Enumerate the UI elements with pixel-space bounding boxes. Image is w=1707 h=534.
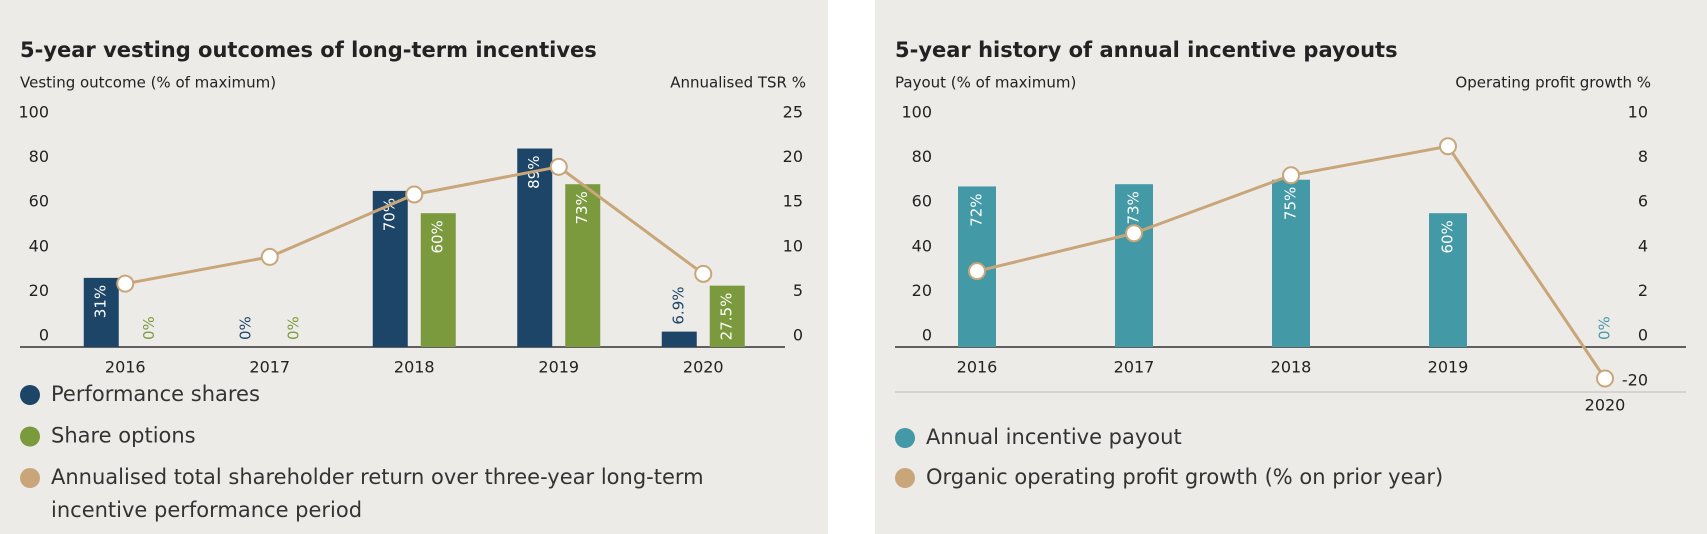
y-tick-label: 100	[18, 103, 49, 122]
bar-value-label: 27.5%	[718, 293, 736, 341]
y2-tick-label: 6	[1638, 192, 1648, 211]
legend-label-line: incentive performance period	[51, 498, 362, 522]
line-marker	[694, 264, 713, 283]
bar-value-label: 73%	[573, 191, 591, 224]
bar	[1272, 179, 1310, 347]
line-marker	[405, 185, 424, 204]
legend-swatch	[895, 468, 915, 488]
y2-tick-label: 2	[1638, 281, 1648, 300]
bar-value-label: 0%	[284, 316, 302, 340]
bar	[83, 277, 119, 347]
line-marker	[1439, 137, 1457, 156]
y2-tick-label: 8	[1638, 147, 1648, 166]
panel	[0, 0, 828, 534]
bar	[517, 148, 553, 347]
line-marker	[549, 157, 568, 176]
line-marker	[1125, 224, 1143, 243]
chart-title: 5-year history of annual incentive payou…	[895, 38, 1398, 62]
y-tick-label: 60	[912, 192, 932, 211]
x-tick-label: 2019	[1428, 358, 1469, 377]
x-tick-label: 2017	[1114, 358, 1155, 377]
legend-label: Annualised total shareholder return over…	[51, 465, 704, 522]
legend-swatch	[20, 468, 40, 488]
legend-label: Performance shares	[51, 382, 260, 406]
bar-value-label: 0%	[1596, 316, 1614, 340]
y-tick-label: 20	[29, 281, 49, 300]
bar-value-label: 72%	[968, 193, 986, 226]
bar	[372, 190, 408, 347]
bar-value-label: 6.9%	[670, 287, 688, 325]
bar	[709, 285, 745, 347]
y-tick-label: 20	[912, 281, 932, 300]
x-tick-label: 2017	[249, 358, 290, 377]
bar-value-label: 60%	[1439, 220, 1457, 253]
bar	[1429, 213, 1467, 347]
legend-swatch	[20, 426, 40, 447]
legend-label: Annual incentive payout	[926, 425, 1182, 449]
line-marker	[116, 274, 135, 293]
y-tick-label: 80	[912, 147, 932, 166]
y-tick-label: 40	[912, 236, 932, 255]
x-tick-label: 2016	[957, 358, 998, 377]
y-tick-label: 0	[39, 326, 49, 345]
y-tick-label: 80	[29, 147, 49, 166]
bar-value-label: 60%	[429, 220, 447, 253]
bar-value-label: 0%	[236, 316, 254, 340]
y2-axis-label: Operating profit growth %	[1455, 74, 1651, 92]
y2-tick-label: 20	[783, 147, 803, 166]
y2-axis-label: Annualised TSR %	[670, 74, 806, 92]
line-marker	[1596, 369, 1614, 388]
y2-tick-label: 0	[793, 326, 803, 345]
bar	[661, 331, 697, 347]
bar-value-label: 0%	[140, 316, 158, 340]
y2-tick-label: 5	[793, 281, 803, 300]
y2-tick-label: 10	[1628, 103, 1648, 122]
x-tick-label: 2019	[538, 358, 579, 377]
y-tick-label: 0	[922, 326, 932, 345]
bar-value-label: 31%	[92, 285, 110, 318]
chart-title: 5-year vesting outcomes of long-term inc…	[20, 38, 597, 62]
bar	[565, 184, 601, 347]
bar-value-label: 75%	[1282, 187, 1300, 220]
legend-swatch	[895, 428, 915, 448]
y-axis-label: Payout (% of maximum)	[895, 74, 1076, 92]
x-tick-label: 2018	[1271, 358, 1312, 377]
bar	[420, 213, 456, 347]
x-tick-label: 2020	[1585, 396, 1626, 415]
y-tick-label: 60	[29, 192, 49, 211]
legend-label-line: Annualised total shareholder return over…	[51, 465, 704, 489]
bar-value-label: 73%	[1125, 191, 1143, 224]
y-tick-label: 100	[901, 103, 932, 122]
x-tick-label: 2018	[394, 358, 435, 377]
x-tick-label: 2016	[105, 358, 146, 377]
y-axis-label: Vesting outcome (% of maximum)	[20, 74, 276, 92]
y2-tick-label: 0	[1638, 326, 1648, 345]
bar	[1115, 184, 1153, 347]
legend-swatch	[20, 385, 40, 405]
y2-tick-label: 15	[783, 192, 803, 211]
line-marker	[968, 262, 986, 281]
legend-label: Organic operating profit growth (% on pr…	[926, 465, 1443, 489]
legend-label: Share options	[51, 424, 196, 448]
x-tick-label: 2020	[683, 358, 724, 377]
y2-tick-label: 4	[1638, 236, 1648, 255]
y2-tick-label: 10	[783, 236, 803, 255]
line-marker	[260, 247, 279, 266]
y2-tick-label: 25	[783, 103, 803, 122]
y-tick-label: 40	[29, 236, 49, 255]
line-marker	[1282, 166, 1300, 185]
y2-tick-label: -20	[1622, 371, 1648, 390]
